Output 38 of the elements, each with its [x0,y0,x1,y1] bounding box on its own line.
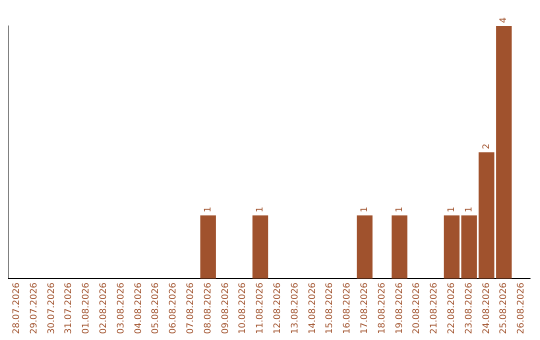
x-tick-label: 04.08.2026 [134,282,144,334]
data-label: 1 [447,206,458,212]
x-tick-label: 17.08.2026 [360,282,370,334]
x-tick-label: 18.08.2026 [377,282,388,334]
x-tick-label: 20.08.2026 [412,282,422,334]
x-tick-label: 19.08.2026 [394,282,405,334]
x-tick-label: 12.08.2026 [273,282,284,334]
x-tick-label: 28.07.2026 [12,282,22,334]
data-label: 4 [499,17,510,23]
x-tick-label: 11.08.2026 [256,282,266,334]
x-tick-label: 13.08.2026 [290,282,300,334]
data-label: 2 [482,144,492,150]
x-tick-label: 09.08.2026 [220,282,231,334]
x-tick-label: 31.07.2026 [64,282,74,334]
x-tick-label: 01.08.2026 [82,282,92,334]
x-tick-label: 23.08.2026 [464,282,474,334]
x-tick-label: 25.08.2026 [499,282,510,334]
x-tick-label: 16.08.2026 [342,282,353,334]
x-tick-label: 29.07.2026 [29,282,40,334]
x-tick-label: 08.08.2026 [203,282,214,334]
x-tick-label: 30.07.2026 [46,282,57,334]
data-label: 1 [360,206,370,212]
x-tick-label: 05.08.2026 [151,282,162,334]
x-tick-label: 10.08.2026 [238,282,248,334]
x-tick-label: 15.08.2026 [325,282,336,334]
x-tick-label: 07.08.2026 [186,282,196,334]
x-tick-label: 06.08.2026 [168,282,179,334]
x-tick-label: 21.08.2026 [430,282,440,334]
x-tick-label: 24.08.2026 [482,282,492,334]
data-label: 1 [203,206,214,212]
x-tick-label: 22.08.2026 [447,282,458,334]
x-tick-label: 14.08.2026 [308,282,318,334]
data-label: 1 [464,206,474,212]
x-tick-label: 26.08.2026 [516,282,527,334]
x-tick-label: 02.08.2026 [99,282,110,334]
data-label: 1 [256,206,266,212]
data-label: 1 [394,206,405,212]
x-tick-label: 03.08.2026 [116,282,126,334]
